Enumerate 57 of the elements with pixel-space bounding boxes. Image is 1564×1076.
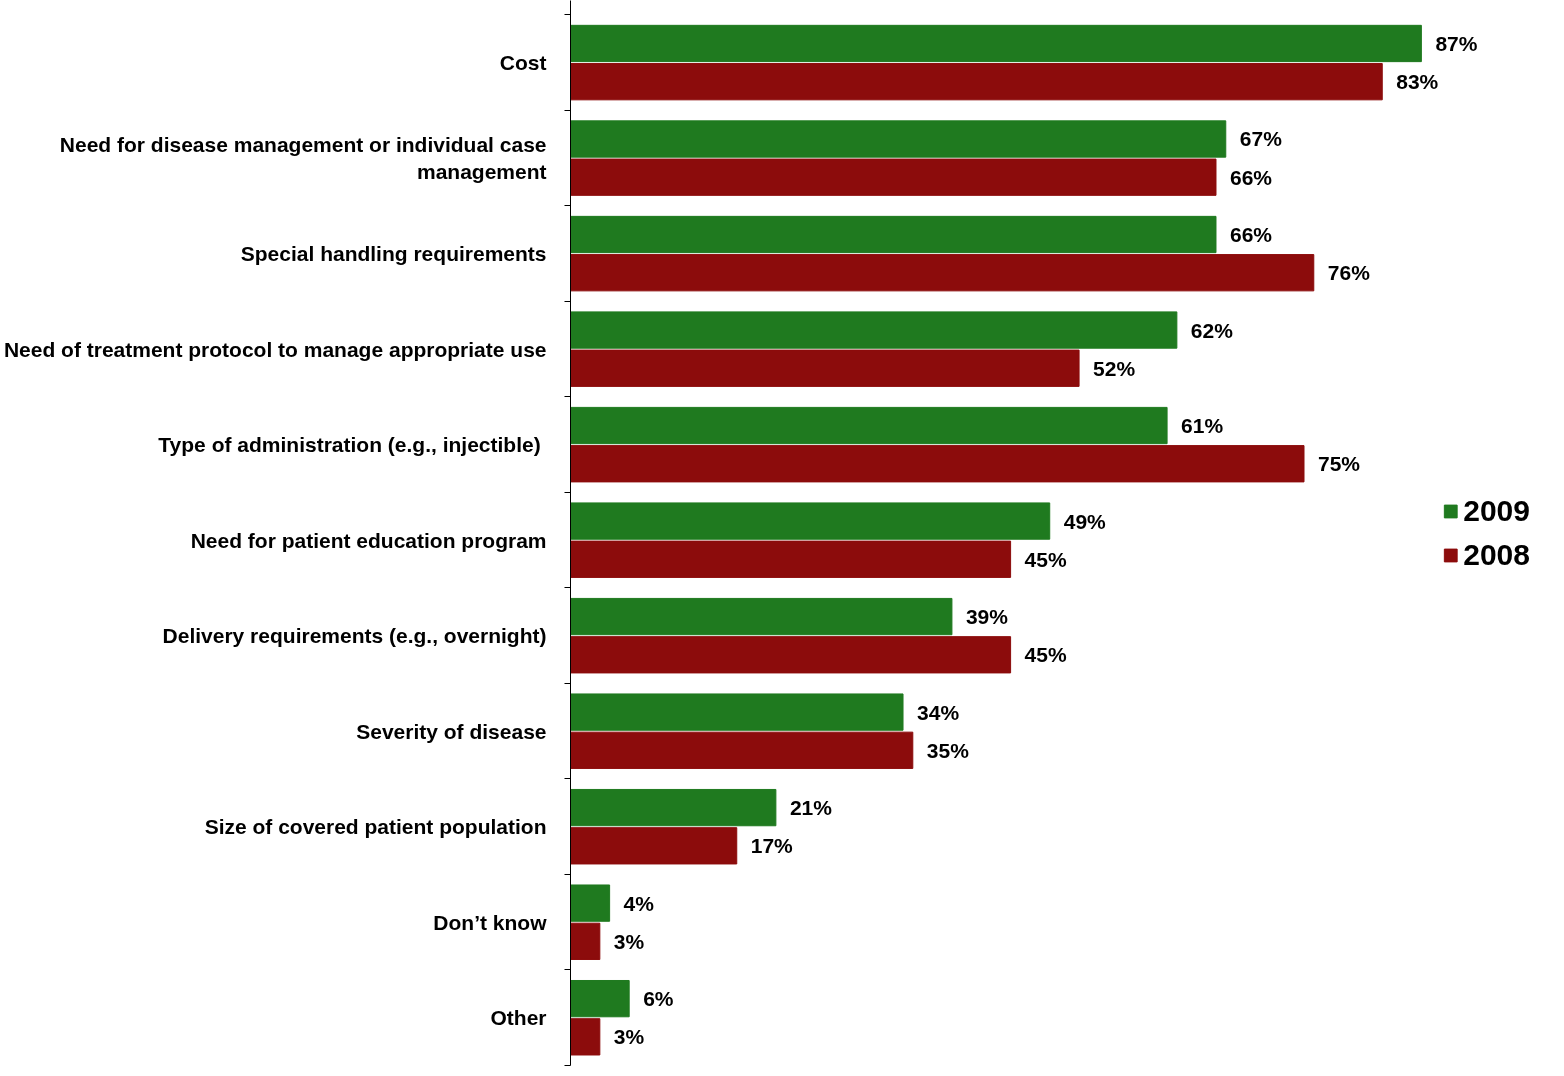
data-label: 52% [1093,356,1136,380]
y-tick-label: Severity of disease [356,719,547,743]
data-label: 21% [789,796,833,820]
bar [570,254,1315,292]
bar [570,215,1217,254]
bar [570,349,1080,387]
data-label: 45% [1024,643,1067,667]
data-label: 61% [1181,414,1224,438]
data-label: 39% [965,605,1009,629]
data-label: 87% [1435,31,1478,55]
bar [570,1018,601,1056]
y-tick-label: Need for disease management or individual case management [59,132,547,184]
bar [570,636,1012,674]
y-tick-label: Other [490,1006,547,1030]
data-label: 3% [613,1025,645,1049]
data-label: 76% [1327,261,1371,285]
bar [570,693,904,731]
bar [570,311,1178,349]
bar [570,540,1012,578]
data-label: 17% [750,834,794,858]
data-label: 62% [1190,318,1234,342]
bar [570,445,1305,483]
bar [570,827,738,865]
y-tick-label: Special handling requirements [240,242,547,266]
data-label: 75% [1318,452,1361,476]
bar [570,922,601,960]
bar [570,502,1051,540]
y-tick-label: Need of treatment protocol to manage appropriate use [3,337,547,361]
bar [570,63,1383,101]
y-tick-label: Cost [499,51,547,75]
y-tick-label: Don’t know [433,910,548,934]
bar [570,731,914,769]
y-tick-label: Delivery requirements (e.g., overnight) [162,624,547,648]
y-tick-label: Size of covered patient population [204,815,547,839]
bar [570,884,611,922]
data-label: 66% [1229,165,1273,189]
bar [570,788,777,827]
y-tick-label: Type of administration (e.g., injectible) [158,433,541,457]
bar [570,120,1227,158]
data-label: 3% [613,929,645,953]
data-label: 34% [917,700,960,724]
bar [570,406,1168,445]
bar [570,158,1217,196]
legend-label: 2009 [1463,493,1530,528]
bar [570,24,1422,63]
y-tick-label: Need for patient education program [190,528,547,552]
bar [570,979,630,1018]
data-label: 67% [1239,127,1283,151]
data-label: 83% [1396,70,1439,94]
data-label: 45% [1024,547,1067,571]
legend-label: 2008 [1463,537,1530,572]
bar [570,597,953,636]
data-label: 6% [643,987,674,1011]
data-label: 4% [623,891,655,915]
data-label: 35% [926,738,970,762]
data-label: 66% [1229,223,1273,247]
data-label: 49% [1063,509,1107,533]
